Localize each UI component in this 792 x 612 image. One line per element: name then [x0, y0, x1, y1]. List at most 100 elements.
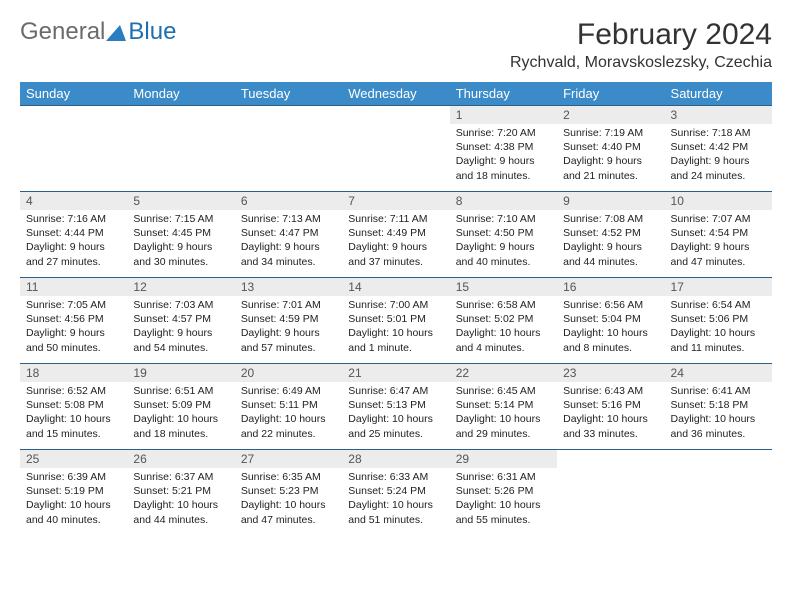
sunset-text: Sunset: 4:40 PM: [563, 140, 658, 154]
sunrise-text: Sunrise: 7:15 AM: [133, 212, 228, 226]
daylight-text: Daylight: 10 hours and 29 minutes.: [456, 412, 551, 440]
sunset-text: Sunset: 4:59 PM: [241, 312, 336, 326]
sunset-text: Sunset: 5:02 PM: [456, 312, 551, 326]
day-details: Sunrise: 7:03 AMSunset: 4:57 PMDaylight:…: [127, 296, 234, 359]
day-details: Sunrise: 7:16 AMSunset: 4:44 PMDaylight:…: [20, 210, 127, 273]
sunrise-text: Sunrise: 6:35 AM: [241, 470, 336, 484]
sunrise-text: Sunrise: 6:56 AM: [563, 298, 658, 312]
sunset-text: Sunset: 5:04 PM: [563, 312, 658, 326]
brand-part2: Blue: [128, 18, 176, 46]
sunset-text: Sunset: 5:21 PM: [133, 484, 228, 498]
daylight-text: Daylight: 9 hours and 24 minutes.: [671, 154, 766, 182]
calendar-cell: 16Sunrise: 6:56 AMSunset: 5:04 PMDayligh…: [557, 278, 664, 364]
daylight-text: Daylight: 10 hours and 44 minutes.: [133, 498, 228, 526]
sunrise-text: Sunrise: 7:03 AM: [133, 298, 228, 312]
calendar-row: 0 0 0 0 1Sunrise: 7:20 AMSunset: 4:38 PM…: [20, 106, 772, 192]
day-details: Sunrise: 7:00 AMSunset: 5:01 PMDaylight:…: [342, 296, 449, 359]
day-number: 27: [235, 450, 342, 468]
day-details: Sunrise: 6:54 AMSunset: 5:06 PMDaylight:…: [665, 296, 772, 359]
day-number: 9: [557, 192, 664, 210]
day-details: Sunrise: 6:39 AMSunset: 5:19 PMDaylight:…: [20, 468, 127, 531]
sunset-text: Sunset: 4:57 PM: [133, 312, 228, 326]
day-number: 1: [450, 106, 557, 124]
sunset-text: Sunset: 4:38 PM: [456, 140, 551, 154]
weekday-header: Friday: [557, 82, 664, 106]
daylight-text: Daylight: 9 hours and 50 minutes.: [26, 326, 121, 354]
calendar-cell: 0: [557, 450, 664, 536]
sunrise-text: Sunrise: 7:05 AM: [26, 298, 121, 312]
calendar-cell: 19Sunrise: 6:51 AMSunset: 5:09 PMDayligh…: [127, 364, 234, 450]
sunrise-text: Sunrise: 6:47 AM: [348, 384, 443, 398]
day-details: Sunrise: 7:01 AMSunset: 4:59 PMDaylight:…: [235, 296, 342, 359]
day-details: Sunrise: 6:43 AMSunset: 5:16 PMDaylight:…: [557, 382, 664, 445]
day-number: 24: [665, 364, 772, 382]
calendar-cell: 10Sunrise: 7:07 AMSunset: 4:54 PMDayligh…: [665, 192, 772, 278]
day-number: 17: [665, 278, 772, 296]
calendar-cell: 13Sunrise: 7:01 AMSunset: 4:59 PMDayligh…: [235, 278, 342, 364]
daylight-text: Daylight: 9 hours and 54 minutes.: [133, 326, 228, 354]
sunrise-text: Sunrise: 6:52 AM: [26, 384, 121, 398]
day-number: 23: [557, 364, 664, 382]
day-details: Sunrise: 7:08 AMSunset: 4:52 PMDaylight:…: [557, 210, 664, 273]
sunset-text: Sunset: 4:49 PM: [348, 226, 443, 240]
sunrise-text: Sunrise: 6:49 AM: [241, 384, 336, 398]
calendar-cell: 14Sunrise: 7:00 AMSunset: 5:01 PMDayligh…: [342, 278, 449, 364]
weekday-header: Monday: [127, 82, 234, 106]
sunrise-text: Sunrise: 6:45 AM: [456, 384, 551, 398]
day-number: 11: [20, 278, 127, 296]
day-number: 3: [665, 106, 772, 124]
sunset-text: Sunset: 4:42 PM: [671, 140, 766, 154]
day-number: 22: [450, 364, 557, 382]
day-number: 20: [235, 364, 342, 382]
calendar-cell: 27Sunrise: 6:35 AMSunset: 5:23 PMDayligh…: [235, 450, 342, 536]
calendar-cell: 25Sunrise: 6:39 AMSunset: 5:19 PMDayligh…: [20, 450, 127, 536]
daylight-text: Daylight: 10 hours and 1 minute.: [348, 326, 443, 354]
day-number: 5: [127, 192, 234, 210]
day-number: 16: [557, 278, 664, 296]
day-details: Sunrise: 6:45 AMSunset: 5:14 PMDaylight:…: [450, 382, 557, 445]
calendar-cell: 17Sunrise: 6:54 AMSunset: 5:06 PMDayligh…: [665, 278, 772, 364]
brand-part1: General: [20, 18, 105, 46]
day-number: 13: [235, 278, 342, 296]
day-details: Sunrise: 7:19 AMSunset: 4:40 PMDaylight:…: [557, 124, 664, 187]
weekday-header-row: SundayMondayTuesdayWednesdayThursdayFrid…: [20, 82, 772, 106]
sunset-text: Sunset: 5:01 PM: [348, 312, 443, 326]
sunrise-text: Sunrise: 6:37 AM: [133, 470, 228, 484]
calendar-table: SundayMondayTuesdayWednesdayThursdayFrid…: [20, 82, 772, 536]
sunset-text: Sunset: 5:24 PM: [348, 484, 443, 498]
day-number: 25: [20, 450, 127, 468]
sunrise-text: Sunrise: 7:19 AM: [563, 126, 658, 140]
sunset-text: Sunset: 4:44 PM: [26, 226, 121, 240]
daylight-text: Daylight: 9 hours and 47 minutes.: [671, 240, 766, 268]
day-number: 2: [557, 106, 664, 124]
sunrise-text: Sunrise: 7:08 AM: [563, 212, 658, 226]
day-details: Sunrise: 6:58 AMSunset: 5:02 PMDaylight:…: [450, 296, 557, 359]
calendar-cell: 20Sunrise: 6:49 AMSunset: 5:11 PMDayligh…: [235, 364, 342, 450]
title-block: February 2024 Rychvald, Moravskoslezsky,…: [510, 18, 772, 72]
sunrise-text: Sunrise: 6:33 AM: [348, 470, 443, 484]
daylight-text: Daylight: 10 hours and 22 minutes.: [241, 412, 336, 440]
sunset-text: Sunset: 4:54 PM: [671, 226, 766, 240]
sunrise-text: Sunrise: 6:51 AM: [133, 384, 228, 398]
sunrise-text: Sunrise: 7:16 AM: [26, 212, 121, 226]
sunrise-text: Sunrise: 6:43 AM: [563, 384, 658, 398]
daylight-text: Daylight: 10 hours and 8 minutes.: [563, 326, 658, 354]
daylight-text: Daylight: 9 hours and 30 minutes.: [133, 240, 228, 268]
sunrise-text: Sunrise: 7:13 AM: [241, 212, 336, 226]
calendar-cell: 11Sunrise: 7:05 AMSunset: 4:56 PMDayligh…: [20, 278, 127, 364]
daylight-text: Daylight: 10 hours and 36 minutes.: [671, 412, 766, 440]
sunset-text: Sunset: 5:16 PM: [563, 398, 658, 412]
day-details: Sunrise: 6:49 AMSunset: 5:11 PMDaylight:…: [235, 382, 342, 445]
calendar-cell: 0: [20, 106, 127, 192]
calendar-cell: 2Sunrise: 7:19 AMSunset: 4:40 PMDaylight…: [557, 106, 664, 192]
day-details: Sunrise: 6:56 AMSunset: 5:04 PMDaylight:…: [557, 296, 664, 359]
calendar-cell: 9Sunrise: 7:08 AMSunset: 4:52 PMDaylight…: [557, 192, 664, 278]
day-details: Sunrise: 6:37 AMSunset: 5:21 PMDaylight:…: [127, 468, 234, 531]
daylight-text: Daylight: 9 hours and 40 minutes.: [456, 240, 551, 268]
day-number: 4: [20, 192, 127, 210]
weekday-header: Wednesday: [342, 82, 449, 106]
sunrise-text: Sunrise: 7:11 AM: [348, 212, 443, 226]
day-details: Sunrise: 6:47 AMSunset: 5:13 PMDaylight:…: [342, 382, 449, 445]
day-details: Sunrise: 7:18 AMSunset: 4:42 PMDaylight:…: [665, 124, 772, 187]
weekday-header: Sunday: [20, 82, 127, 106]
